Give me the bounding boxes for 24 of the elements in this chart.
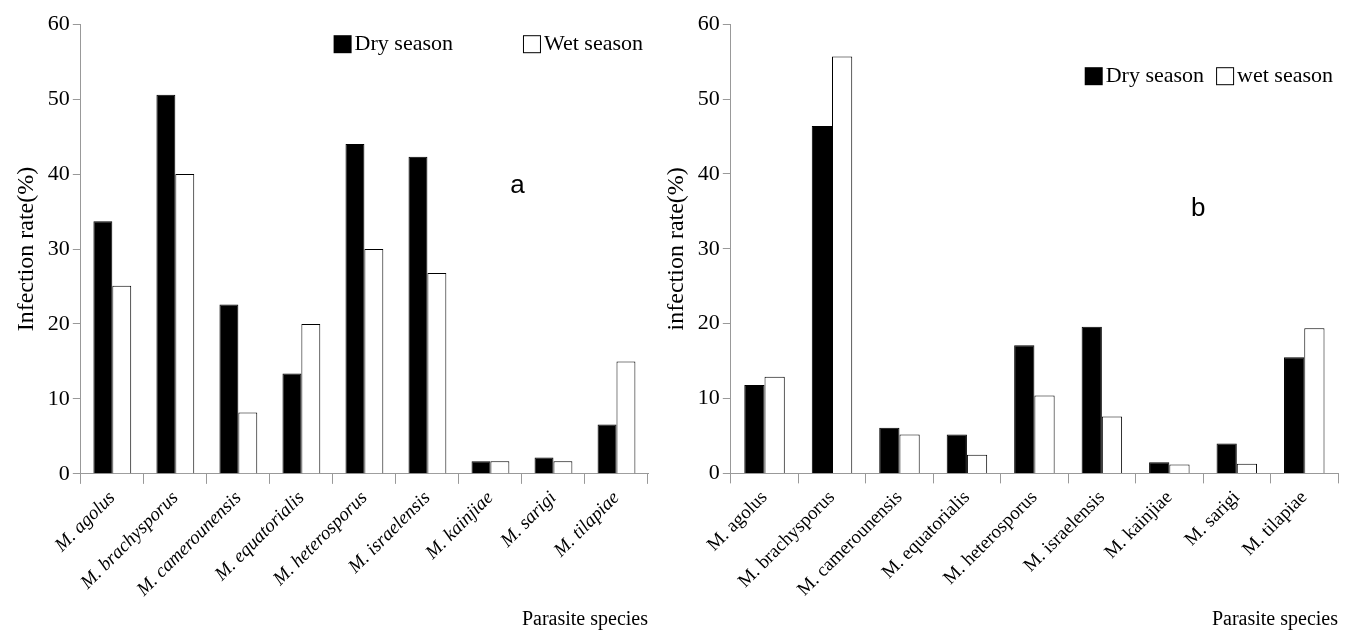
y-tick-label: 60: [47, 9, 70, 35]
y-tick-label: 50: [47, 84, 70, 110]
y-tick-label: 20: [47, 309, 70, 335]
y-tick-label: 10: [47, 384, 70, 410]
x-axis-title: Parasite species: [1211, 607, 1339, 631]
x-axis-title: Parasite species: [521, 607, 649, 631]
annotation: b: [1191, 191, 1206, 222]
legend-label: Wet season: [543, 29, 644, 55]
y-axis-title: infection rate(%): [661, 167, 688, 331]
y-tick-label: 40: [47, 159, 70, 185]
legend-label: Dry season: [354, 29, 453, 55]
annotation: a: [510, 169, 526, 200]
y-tick-label: 30: [47, 234, 70, 260]
y-tick-label: 50: [697, 84, 720, 110]
legend-label: Dry season: [1105, 61, 1205, 87]
y-tick-label: 40: [697, 159, 720, 185]
y-tick-label: 0: [708, 459, 720, 485]
y-axis-title: Infection rate(%): [11, 166, 38, 332]
y-tick-label: 30: [697, 234, 720, 260]
y-tick-label: 20: [697, 309, 720, 335]
y-tick-label: 60: [697, 9, 720, 35]
legend-label: wet season: [1237, 61, 1333, 87]
y-tick-label: 10: [697, 384, 720, 410]
y-tick-label: 0: [58, 459, 70, 485]
